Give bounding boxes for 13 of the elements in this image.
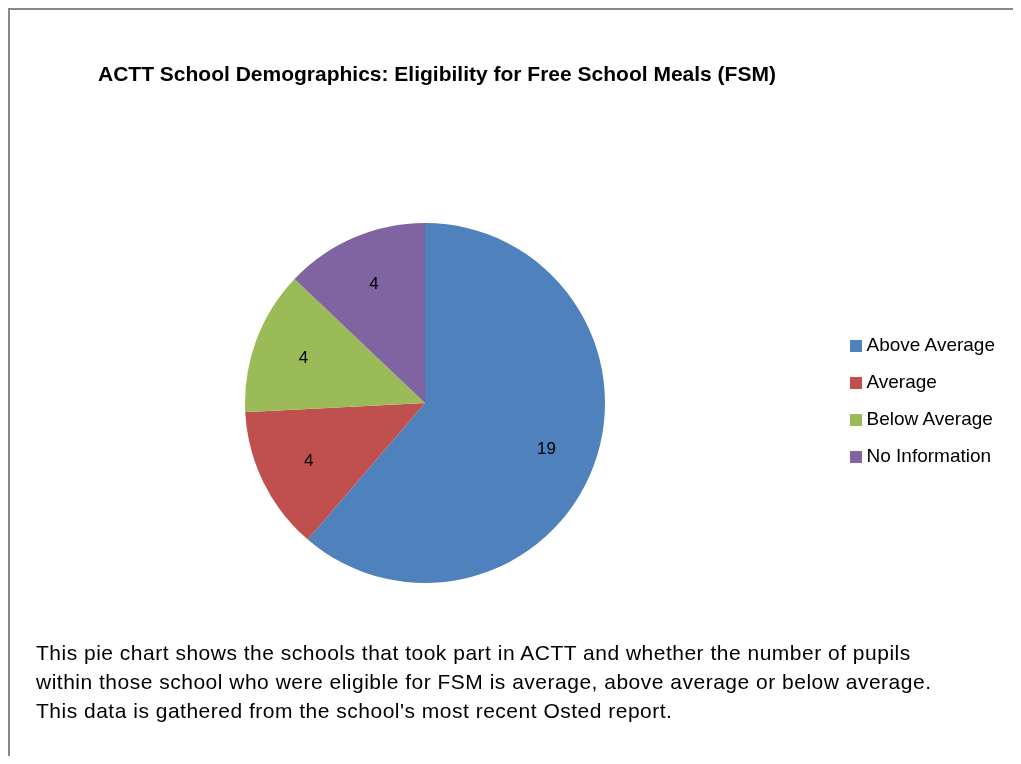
pie-slice xyxy=(245,403,425,540)
legend-label: Below Average xyxy=(866,408,993,429)
text: This pie chart shows the schools that took part in ACTT and whether the number of pupils within those school who were eligible for FSM is average, above average or below average. This data is gathered from the school's most recent Osted report. xyxy=(36,640,933,724)
data-label: 4 xyxy=(369,274,379,294)
legend-label: Average xyxy=(866,371,937,392)
pie-slice xyxy=(245,278,425,413)
chart-title: ACTT School Demographics: Eligibility for Free School Meals (FSM) xyxy=(98,62,776,86)
data-label: 4 xyxy=(298,348,309,368)
legend-label: No Information xyxy=(866,445,992,466)
data-label: 19 xyxy=(537,438,556,458)
data-label: 4 xyxy=(303,450,314,470)
pie-slice xyxy=(294,223,425,403)
legend-label: Above Average xyxy=(866,334,995,355)
